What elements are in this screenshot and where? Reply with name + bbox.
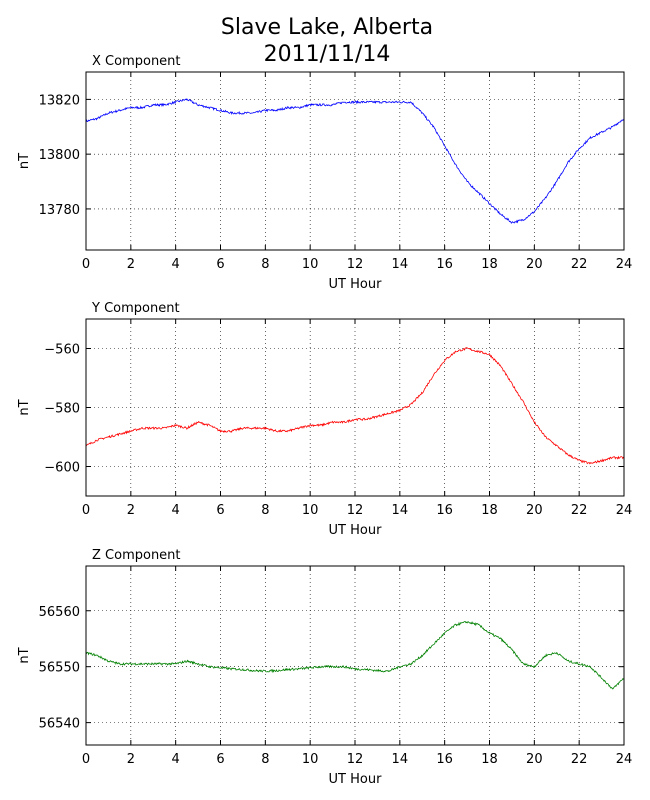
y-y-tick-label: −600 [44,461,80,476]
x-x-axis-label: UT Hour [329,277,383,292]
z-x-tick-label: 22 [571,752,588,767]
x-x-tick-label: 12 [347,257,364,272]
y-y-axis-label: nT [17,399,32,415]
x-x-tick-label: 8 [261,257,269,272]
z-x-tick-label: 4 [172,752,180,767]
z-x-tick-label: 10 [302,752,319,767]
y-x-tick-label: 8 [261,503,269,518]
z-x-tick-label: 14 [392,752,409,767]
x-x-tick-label: 4 [172,257,180,272]
y-panel-title: Y Component [91,301,180,316]
x-x-tick-label: 24 [616,257,633,272]
x-panel-title: X Component [92,54,181,69]
z-x-axis-label: UT Hour [329,772,383,787]
y-x-tick-label: 16 [436,503,453,518]
x-component-trace [85,98,625,224]
y-x-tick-label: 12 [347,503,364,518]
y-x-tick-label: 6 [216,503,224,518]
x-x-tick-label: 2 [127,257,135,272]
y-x-tick-label: 22 [571,503,588,518]
x-x-tick-label: 16 [436,257,453,272]
z-x-tick-label: 2 [127,752,135,767]
x-x-tick-label: 22 [571,257,588,272]
x-y-tick-label: 13780 [39,203,80,218]
y-y-tick-label: −560 [44,343,80,358]
y-x-tick-label: 10 [302,503,319,518]
z-component-trace [85,620,625,690]
x-x-tick-label: 14 [392,257,409,272]
x-x-tick-label: 0 [82,257,90,272]
z-x-tick-label: 16 [436,752,453,767]
y-x-tick-label: 0 [82,503,90,518]
x-y-tick-label: 13800 [39,148,80,163]
z-x-tick-label: 0 [82,752,90,767]
y-component-trace [85,347,625,465]
z-x-tick-label: 24 [616,752,633,767]
z-panel-title: Z Component [92,548,181,563]
z-y-axis-label: nT [17,647,32,663]
x-x-tick-label: 18 [481,257,498,272]
y-x-tick-label: 20 [526,503,543,518]
x-y-tick-label: 13820 [39,93,80,108]
y-x-tick-label: 18 [481,503,498,518]
z-x-tick-label: 20 [526,752,543,767]
z-y-tick-label: 56540 [39,717,80,732]
x-y-axis-label: nT [17,153,32,169]
y-x-tick-label: 24 [616,503,633,518]
z-x-tick-label: 12 [347,752,364,767]
y-x-axis-label: UT Hour [329,523,383,538]
y-y-tick-label: −580 [44,402,80,417]
y-x-tick-label: 4 [172,503,180,518]
z-x-tick-label: 6 [216,752,224,767]
x-x-tick-label: 20 [526,257,543,272]
x-x-tick-label: 10 [302,257,319,272]
y-x-tick-label: 2 [127,503,135,518]
z-x-tick-label: 8 [261,752,269,767]
figure-title: Slave Lake, Alberta [221,15,433,40]
z-y-tick-label: 56560 [39,605,80,620]
z-y-tick-label: 56550 [39,661,80,676]
figure-date: 2011/11/14 [264,42,391,67]
x-x-tick-label: 6 [216,257,224,272]
z-x-tick-label: 18 [481,752,498,767]
y-x-tick-label: 14 [392,503,409,518]
